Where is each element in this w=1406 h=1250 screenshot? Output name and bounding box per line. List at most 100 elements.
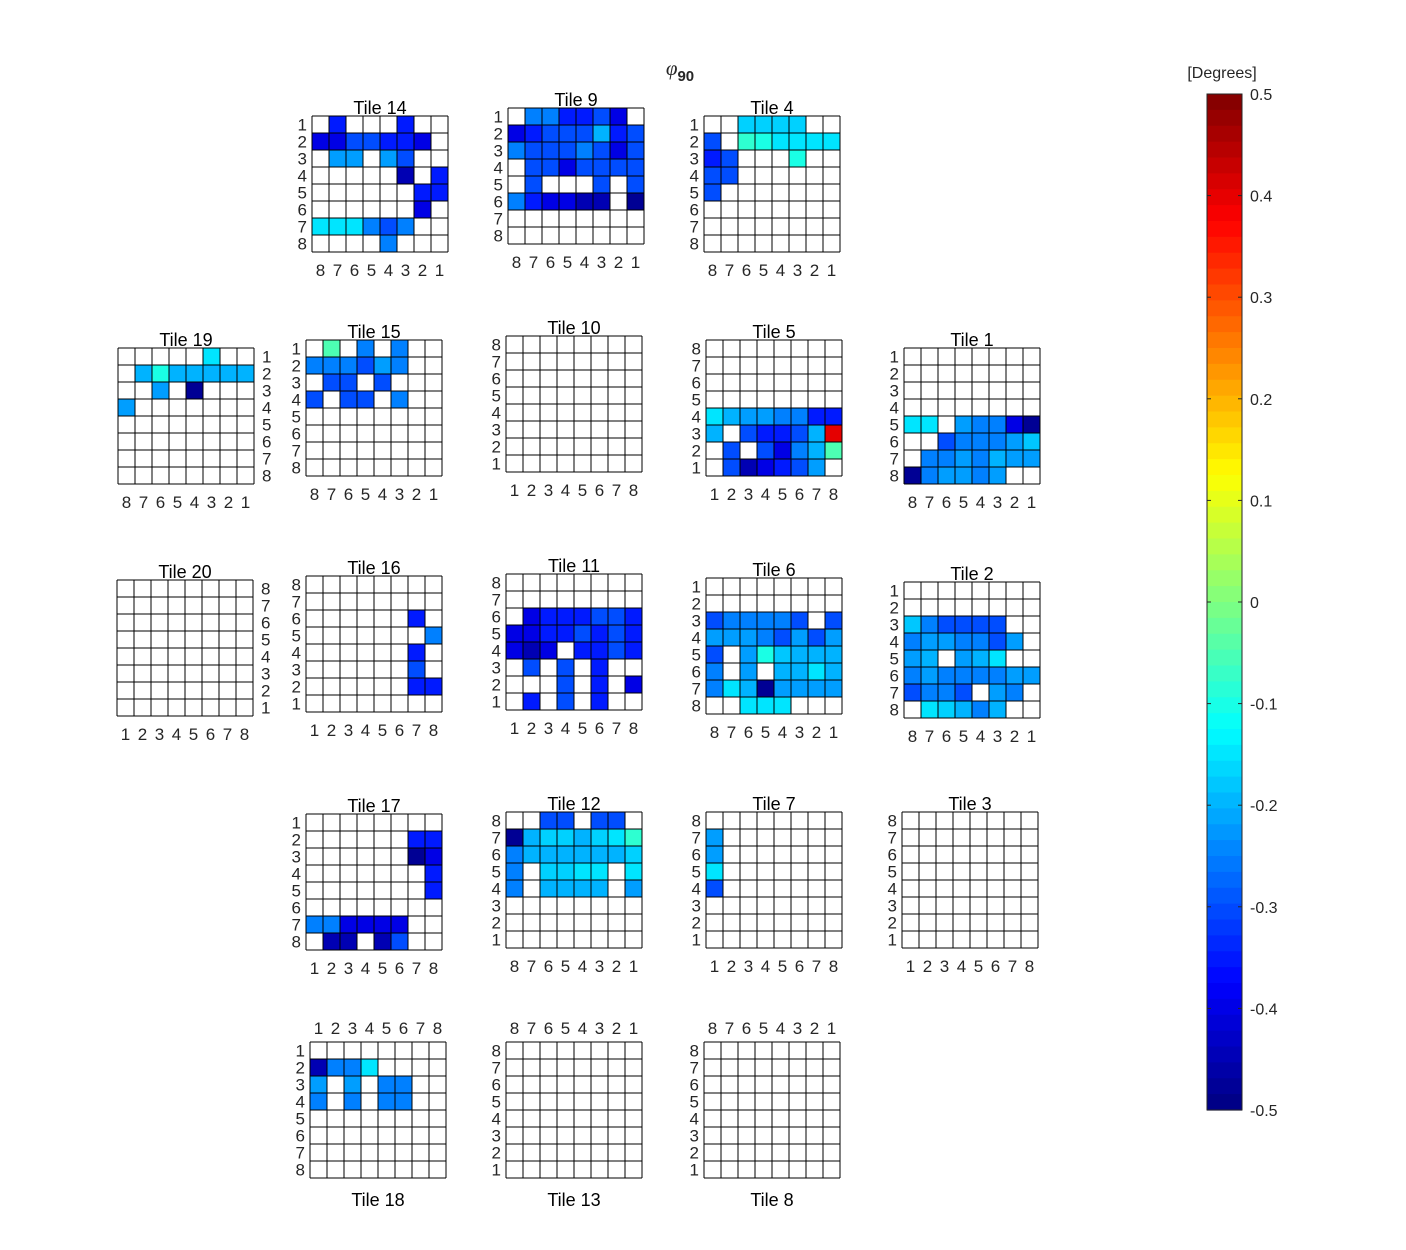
- tile-2-cell: [938, 599, 955, 616]
- tile-14-cell: [380, 218, 397, 235]
- tile-19-cell: [118, 467, 135, 484]
- colorbar-segment: [1207, 871, 1242, 889]
- tile-9-cell: [559, 176, 576, 193]
- tile-1-cell: [972, 365, 989, 382]
- y-tick-label: 5: [292, 408, 301, 427]
- tile-3-cell: [919, 812, 936, 829]
- tile-18-cell: [429, 1161, 446, 1178]
- tile-11-cell: [608, 608, 625, 625]
- x-tick-label: 6: [546, 253, 555, 272]
- x-tick-label: 3: [744, 485, 753, 504]
- tile-18-cell: [344, 1110, 361, 1127]
- colorbar-segment: [1207, 887, 1242, 905]
- tile-6-cell: [774, 629, 791, 646]
- tile-14-cell: [431, 184, 448, 201]
- y-tick-label: 8: [492, 574, 501, 593]
- y-tick-label: 5: [494, 176, 503, 195]
- tile-20-cell: [134, 699, 151, 716]
- tile-4-cell: [789, 218, 806, 235]
- tile-20-cell: [117, 699, 134, 716]
- tile-18-cell: [310, 1144, 327, 1161]
- tile-13-cell: [591, 1161, 608, 1178]
- x-tick-label: 4: [578, 957, 587, 976]
- y-tick-label: 1: [492, 455, 501, 474]
- tile-10-cell: [557, 336, 574, 353]
- tile-6-cell: [808, 680, 825, 697]
- colorbar-segment: [1207, 506, 1242, 524]
- tile-19-cell: [237, 365, 254, 382]
- tile-10-cell: [625, 404, 642, 421]
- colorbar-segment: [1207, 744, 1242, 762]
- tile-1-cell: [938, 382, 955, 399]
- tile-10-cell: [591, 336, 608, 353]
- tile-19-cell: [135, 365, 152, 382]
- tile-13-cell: [506, 1042, 523, 1059]
- tile-19-cell: [186, 467, 203, 484]
- tile-4-cell: [806, 218, 823, 235]
- tile-19-cell: [220, 467, 237, 484]
- tile-16-cell: [374, 627, 391, 644]
- tile-title: Tile 16: [347, 558, 400, 578]
- y-tick-label: 6: [292, 425, 301, 444]
- tile-20-cell: [185, 597, 202, 614]
- tile-12-cell: [591, 863, 608, 880]
- tile-2-cell: [1023, 650, 1040, 667]
- y-tick-label: 7: [692, 829, 701, 848]
- tile-8-cell: [704, 1144, 721, 1161]
- tile-6-cell: [723, 629, 740, 646]
- tile-7-cell: [825, 812, 842, 829]
- tile-20-cell: [202, 631, 219, 648]
- y-tick-label: 6: [690, 201, 699, 220]
- tile-13-cell: [608, 1144, 625, 1161]
- x-tick-label: 7: [416, 1019, 425, 1038]
- y-tick-label: 2: [492, 914, 501, 933]
- tile-9-cell: [559, 142, 576, 159]
- colorbar-tick-label: -0.5: [1250, 1103, 1278, 1120]
- title-symbol: φ: [665, 56, 678, 80]
- tile-1-cell: [1006, 450, 1023, 467]
- tile-6-cell: [706, 629, 723, 646]
- tile-2-cell: [1006, 582, 1023, 599]
- tile-15-cell: [357, 442, 374, 459]
- x-tick-label: 8: [122, 493, 131, 512]
- tile-14-cell: [380, 235, 397, 252]
- tile-13-cell: [608, 1076, 625, 1093]
- tile-4-cell: [721, 218, 738, 235]
- tile-1-cell: [989, 382, 1006, 399]
- x-tick-label: 5: [361, 485, 370, 504]
- tile-9-cell: [593, 125, 610, 142]
- colorbar-segment: [1207, 1094, 1242, 1111]
- tile-8-cell: [755, 1076, 772, 1093]
- tile-16-cell: [323, 661, 340, 678]
- x-tick-label: 3: [155, 725, 164, 744]
- tile-1-cell: [1006, 399, 1023, 416]
- tile-19-cell: [186, 399, 203, 416]
- tile-1-cell: [972, 348, 989, 365]
- tile-10-cell: [608, 336, 625, 353]
- tile-15-cell: [425, 459, 442, 476]
- tile-3-cell: [919, 880, 936, 897]
- tile-18-cell: [395, 1127, 412, 1144]
- tile-3-cell: [919, 914, 936, 931]
- tile-10-cell: [557, 387, 574, 404]
- tile-18-cell: [327, 1042, 344, 1059]
- tile-15-cell: [323, 459, 340, 476]
- tile-20-cell: [168, 648, 185, 665]
- tile-11-cell: [574, 642, 591, 659]
- tile-9-cell: [627, 125, 644, 142]
- y-tick-label: 8: [890, 467, 899, 486]
- tile-11-cell: [540, 659, 557, 676]
- tile-10-cell: [557, 438, 574, 455]
- tile-7-cell: [808, 914, 825, 931]
- y-tick-label: 6: [690, 1076, 699, 1095]
- tile-7-cell: [774, 897, 791, 914]
- tile-17-cell: [374, 882, 391, 899]
- tile-2-cell: [1023, 667, 1040, 684]
- tile-18-cell: [361, 1093, 378, 1110]
- y-tick-label: 2: [494, 125, 503, 144]
- tile-8-cell: [806, 1127, 823, 1144]
- tile-19-cell: [203, 433, 220, 450]
- tile-10-cell: [591, 353, 608, 370]
- tile-16-cell: [306, 576, 323, 593]
